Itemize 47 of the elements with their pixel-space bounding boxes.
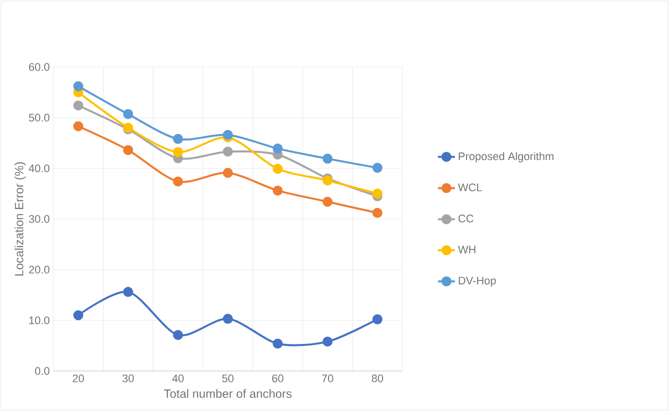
y-axis-title: Localization Error (%) <box>14 162 26 276</box>
point <box>73 81 84 92</box>
point <box>222 168 233 178</box>
point <box>322 154 333 164</box>
legend-label: CC <box>458 214 474 222</box>
y-tick-label: 40.0 <box>28 164 50 172</box>
point <box>73 121 84 132</box>
point <box>372 188 382 199</box>
legend-label: WCL <box>458 184 482 192</box>
point <box>73 310 84 320</box>
y-tick-label: 60.0 <box>29 63 50 71</box>
point <box>73 100 84 110</box>
y-tick-label: 0.0 <box>35 367 50 375</box>
point <box>272 164 283 174</box>
point <box>372 208 382 218</box>
point <box>322 336 333 347</box>
y-tick-label: 20.0 <box>29 266 50 274</box>
x-tick-label: 70 <box>322 374 334 382</box>
point <box>172 134 183 144</box>
point <box>123 109 134 120</box>
x-tick-label: 60 <box>272 374 284 382</box>
point <box>272 338 283 349</box>
y-tick-label: 10.0 <box>29 316 50 324</box>
x-tick-label: 50 <box>222 374 234 382</box>
legend-label: WH <box>458 246 476 254</box>
x-tick-label: 40 <box>172 374 184 382</box>
point <box>123 145 134 156</box>
y-tick-label: 30.0 <box>28 215 50 223</box>
legend-label: DV-Hop <box>458 276 496 287</box>
point <box>372 162 382 173</box>
x-axis-title: Total number of anchors <box>164 389 292 398</box>
point <box>222 130 233 140</box>
point <box>222 314 233 324</box>
point <box>272 186 283 196</box>
point <box>172 176 183 186</box>
x-tick-label: 20 <box>72 374 84 382</box>
point <box>123 286 134 297</box>
point <box>322 196 333 207</box>
point <box>372 314 382 324</box>
x-tick-label: 30 <box>122 374 134 382</box>
x-tick-label: 80 <box>372 374 384 382</box>
legend-label: Proposed Algorithm <box>458 152 554 162</box>
point <box>222 146 233 157</box>
point <box>272 144 283 154</box>
y-tick-label: 50.0 <box>28 114 50 122</box>
point <box>172 330 183 340</box>
point <box>172 147 183 158</box>
